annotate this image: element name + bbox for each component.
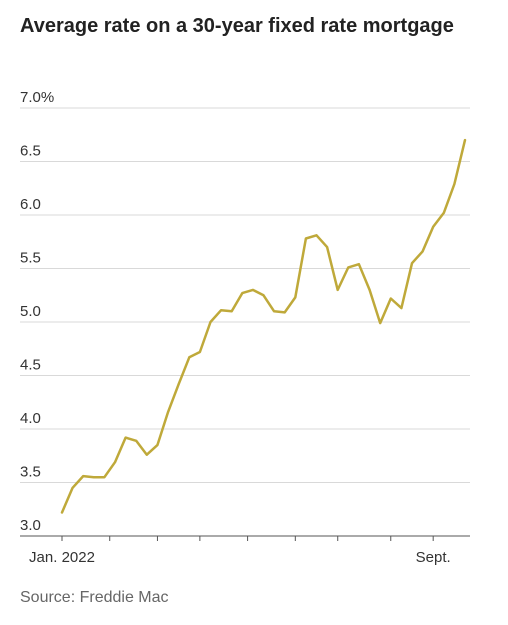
y-axis-ticks: 3.0 3.5 4.0 4.5 5.0 5.5 6.0 6.5 7.0% — [20, 89, 54, 534]
gridlines — [20, 107, 470, 483]
y-tick-label: 3.5 — [20, 464, 41, 481]
y-tick-label: 5.0 — [20, 303, 41, 320]
x-axis: Jan. 2022 Sept. — [20, 535, 470, 566]
y-tick-label: 7.0% — [20, 89, 54, 106]
y-tick-label: 3.0 — [20, 517, 41, 534]
series-line — [60, 138, 467, 514]
x-tick-label: Jan. 2022 — [29, 549, 95, 566]
source-note: Source: Freddie Mac — [20, 589, 169, 606]
series — [60, 138, 467, 514]
y-tick-label: 6.0 — [20, 196, 41, 213]
y-tick-label: 6.5 — [20, 143, 41, 160]
y-tick-label: 4.0 — [20, 410, 41, 427]
y-tick-label: 5.5 — [20, 250, 41, 267]
chart-svg: 3.0 3.5 4.0 4.5 5.0 5.5 6.0 6.5 7.0% Jan. 2022 Se… — [20, 89, 470, 566]
chart-title: Average rate on a 30-year fixed rate mor… — [20, 15, 454, 37]
y-tick-label: 4.5 — [20, 357, 41, 374]
x-tick-label: Sept. — [416, 549, 451, 566]
